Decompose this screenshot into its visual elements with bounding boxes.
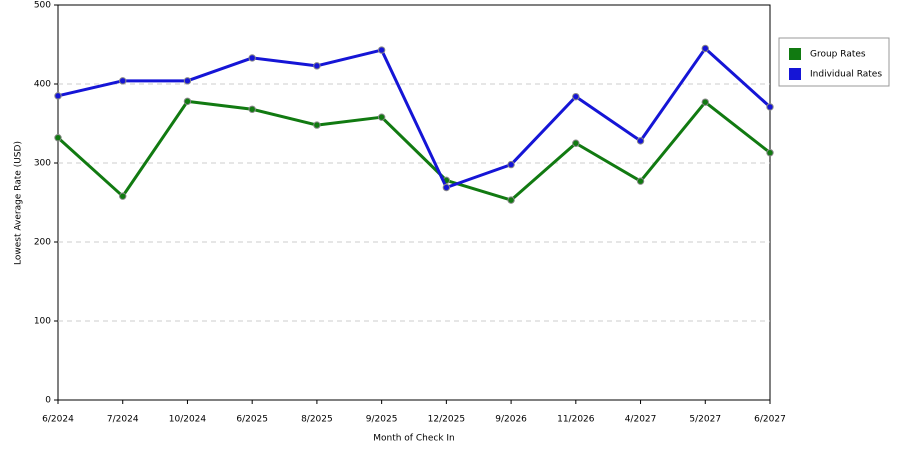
x-tick-label: 12/2025 [428, 415, 465, 425]
data-point [507, 160, 515, 169]
data-point [636, 137, 645, 145]
data-point [507, 196, 515, 204]
y-tick-label: 400 [34, 80, 51, 90]
y-tick-label: 500 [34, 1, 51, 11]
series-line [56, 99, 771, 202]
data-point [572, 139, 580, 147]
x-tick-label: 7/2024 [107, 415, 139, 425]
x-tick-label: 9/2025 [366, 415, 398, 425]
data-point [636, 177, 645, 185]
data-point [119, 192, 127, 200]
data-point [766, 103, 774, 111]
data-point [442, 183, 451, 192]
x-tick-label: 4/2027 [625, 415, 657, 425]
data-point [701, 44, 709, 53]
data-point [766, 149, 774, 157]
x-tick-label: 6/2025 [236, 415, 268, 425]
data-point [377, 46, 386, 54]
data-point [183, 77, 192, 85]
data-point [377, 113, 386, 121]
x-tick-label: 10/2024 [169, 415, 207, 425]
plot-area [57, 4, 771, 401]
data-point [54, 134, 62, 142]
data-point [54, 92, 62, 100]
series-line [57, 46, 772, 189]
x-axis-label: Month of Check In [373, 434, 455, 444]
x-tick-label: 8/2025 [301, 415, 333, 425]
data-point [701, 98, 709, 106]
y-tick-label: 100 [34, 317, 51, 327]
legend-swatch [789, 68, 801, 80]
x-tick-label: 6/2027 [754, 415, 786, 425]
data-point [313, 62, 321, 70]
data-point [248, 54, 256, 62]
y-tick-label: 300 [34, 159, 51, 169]
x-tick-label: 6/2024 [42, 415, 74, 425]
x-tick-label: 9/2026 [495, 415, 527, 425]
y-axis-label: Lowest Average Rate (USD) [14, 141, 24, 265]
data-point [248, 105, 256, 113]
legend-label: Group Rates [810, 50, 866, 60]
legend: Group Rates Individual Rates [778, 37, 890, 87]
y-tick-label: 0 [45, 396, 51, 406]
x-tick-label: 5/2027 [689, 415, 721, 425]
data-point [313, 121, 321, 129]
data-point [183, 97, 192, 106]
x-tick-label: 11/2026 [557, 415, 595, 425]
legend-swatch [789, 48, 801, 60]
y-tick-label: 200 [34, 238, 51, 248]
data-point [572, 92, 580, 101]
data-point [119, 77, 127, 85]
legend-label: Individual Rates [810, 70, 882, 80]
